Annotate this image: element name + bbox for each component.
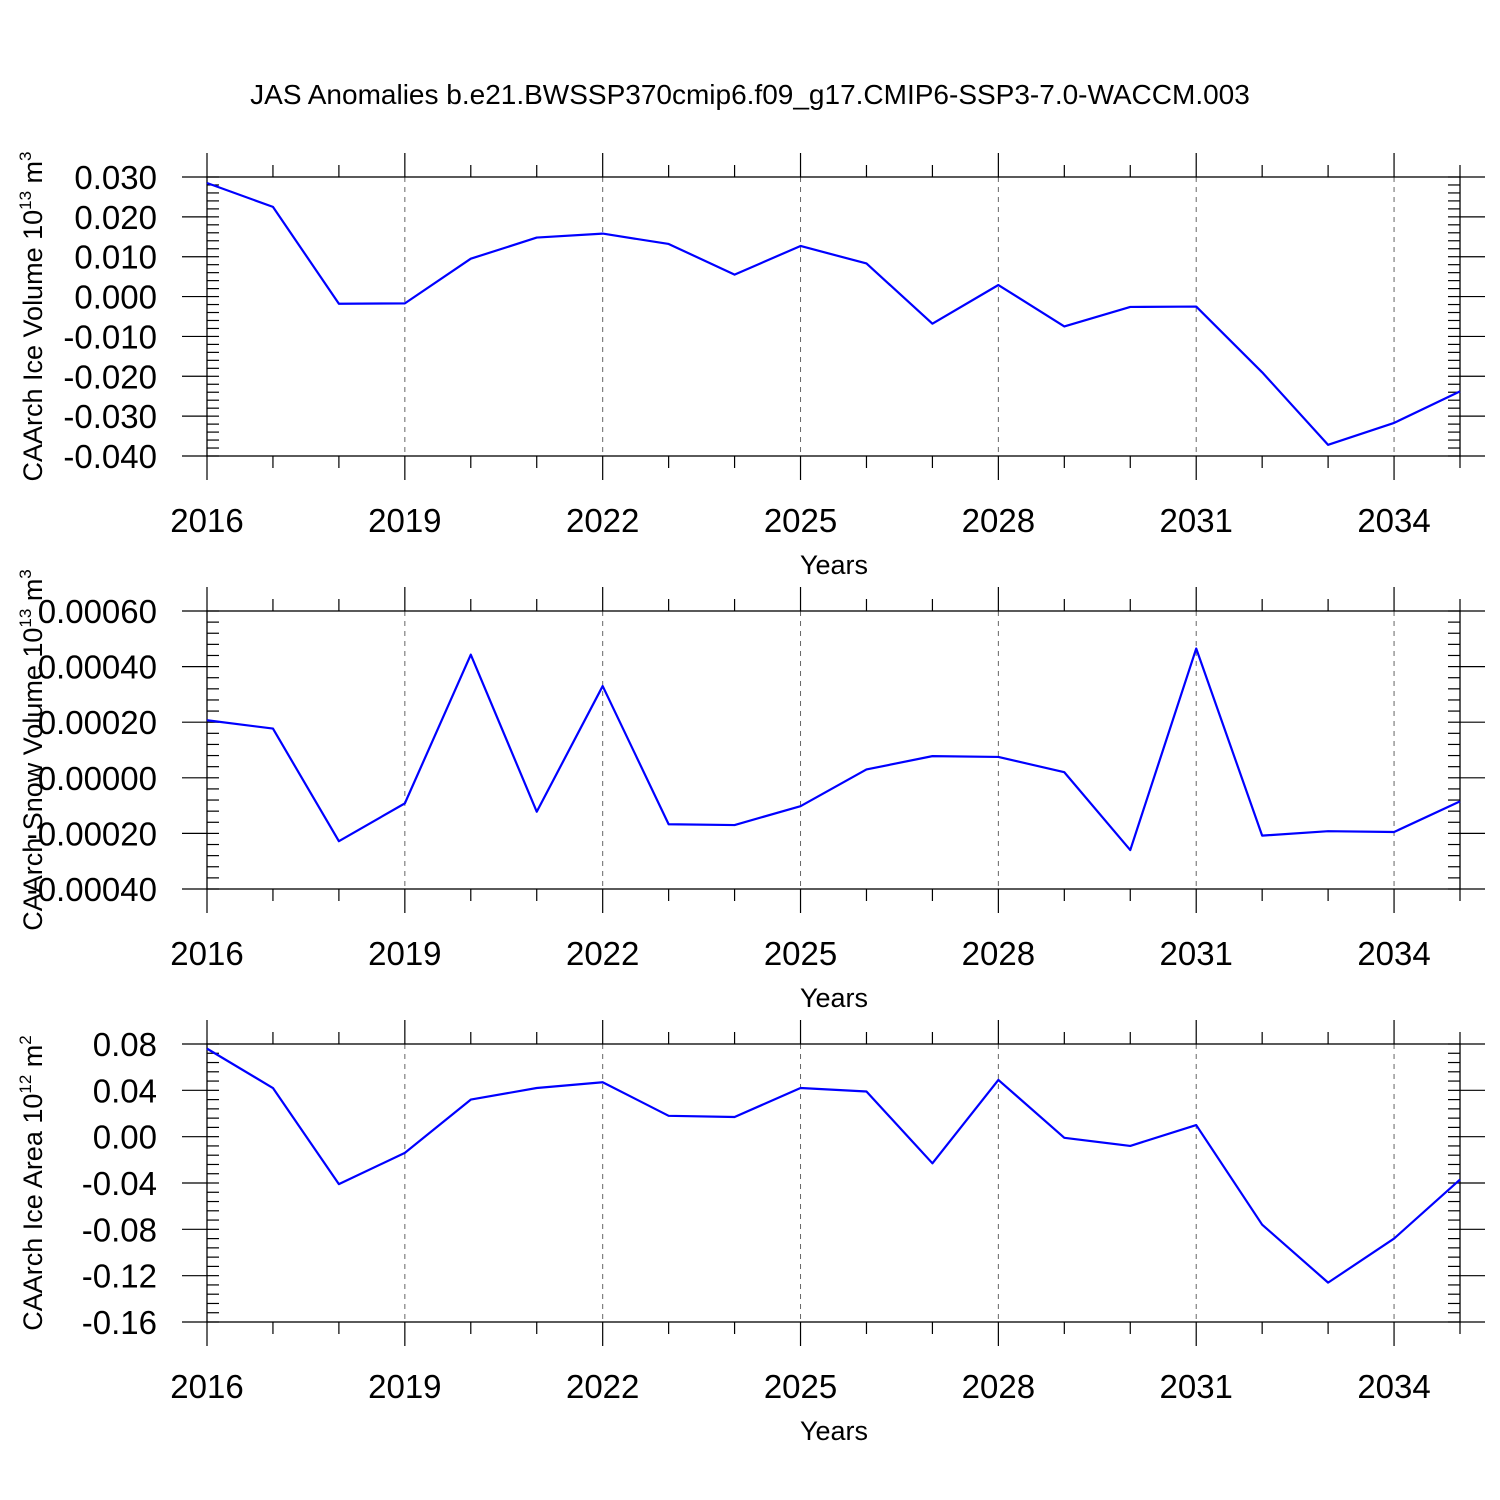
- plot-frame: [206, 610, 1461, 890]
- series-line: [206, 647, 1461, 852]
- y-axis-title: CAArch Snow Volume 1013 m3: [16, 569, 48, 931]
- x-tick-label: 2034: [1357, 935, 1430, 972]
- x-axis-title: Years: [800, 1416, 868, 1446]
- y-axis-title-unit: m: [18, 579, 48, 609]
- x-tick-label: 2016: [170, 502, 243, 539]
- y-axis-title-unit-exponent: 3: [16, 151, 35, 160]
- y-axis-title-unit: m: [18, 1045, 48, 1075]
- y-tick-label: -0.08: [82, 1211, 157, 1248]
- y-axis-title-base: CAArch Ice Area 10: [18, 1094, 48, 1331]
- x-tick-label: 2028: [962, 1368, 1035, 1405]
- y-tick-label: 0.04: [93, 1072, 157, 1109]
- y-axis-title-exponent: 12: [16, 1075, 35, 1094]
- y-tick-label: 0.020: [74, 199, 157, 236]
- y-tick-label: -0.020: [63, 358, 157, 395]
- x-tick-label: 2016: [170, 1368, 243, 1405]
- x-tick-label: 2031: [1159, 935, 1232, 972]
- y-axis-title-base: CAArch Ice Volume 10: [18, 210, 48, 482]
- y-tick-label: -0.030: [63, 398, 157, 435]
- series-line: [206, 1047, 1461, 1284]
- y-axis-title-exponent: 13: [16, 609, 35, 628]
- x-tick-label: 2016: [170, 935, 243, 972]
- y-tick-label: -0.12: [82, 1258, 157, 1295]
- x-tick-label: 2028: [962, 935, 1035, 972]
- panel-2: -0.00040 -0.00020 0.00000 0.00020 0.00040 0.0…: [16, 569, 1485, 1013]
- x-tick-label: 2022: [566, 1368, 639, 1405]
- y-tick-label: -0.010: [63, 318, 157, 355]
- x-tick-label: 2025: [764, 502, 837, 539]
- x-tick-label: 2022: [566, 935, 639, 972]
- x-tick-label: 2031: [1159, 1368, 1232, 1405]
- y-tick-label: -0.00020: [27, 815, 157, 852]
- y-tick-label: 0.000: [74, 279, 157, 316]
- y-tick-label: 0.00040: [38, 649, 157, 686]
- series-line: [206, 181, 1461, 446]
- panel-3: -0.16 -0.12 -0.08 -0.04 0.00 0.04 0.08 2016 2019…: [16, 1020, 1485, 1446]
- y-axis-title: CAArch Ice Volume 1013 m3: [16, 151, 48, 481]
- plot-frame: [206, 176, 1461, 457]
- x-tick-label: 2034: [1357, 1368, 1430, 1405]
- y-tick-label: -0.16: [82, 1304, 157, 1341]
- y-tick-label: 0.030: [74, 159, 157, 196]
- y-tick-label: -0.040: [63, 438, 157, 475]
- y-tick-label: 0.010: [74, 239, 157, 276]
- y-axis-title: CAArch Ice Area 1012 m2: [16, 1035, 48, 1331]
- y-axis-title-exponent: 13: [16, 191, 35, 210]
- x-tick-label: 2025: [764, 935, 837, 972]
- y-tick-label: 0.00000: [38, 760, 157, 797]
- x-tick-label: 2025: [764, 1368, 837, 1405]
- panel-1: -0.040-0.030-0.020-0.0100.0000.0100.0200…: [16, 151, 1485, 580]
- x-tick-label: 2034: [1357, 502, 1430, 539]
- y-axis-title-unit-exponent: 3: [16, 569, 35, 578]
- x-tick-label: 2019: [368, 1368, 441, 1405]
- y-tick-label: -0.04: [82, 1165, 157, 1202]
- y-axis-title-base: CAArch Snow Volume 10: [18, 628, 48, 931]
- panels: -0.040-0.030-0.020-0.0100.0000.0100.0200…: [16, 151, 1485, 1446]
- x-tick-label: 2031: [1159, 502, 1232, 539]
- x-tick-label: 2022: [566, 502, 639, 539]
- x-axis-title: Years: [800, 550, 868, 580]
- x-axis-title: Years: [800, 983, 868, 1013]
- y-axis-title-unit-exponent: 2: [16, 1035, 35, 1044]
- x-tick-label: 2019: [368, 935, 441, 972]
- figure-title: JAS Anomalies b.e21.BWSSP370cmip6.f09_g1…: [250, 79, 1250, 110]
- x-tick-label: 2019: [368, 502, 441, 539]
- y-tick-label: 0.00020: [38, 704, 157, 741]
- y-axis-title-unit: m: [18, 161, 48, 191]
- y-tick-label: 0.08: [93, 1026, 157, 1063]
- plot-frame: [206, 1043, 1461, 1323]
- y-tick-label: 0.00: [93, 1119, 157, 1156]
- y-tick-label: -0.00040: [27, 871, 157, 908]
- y-tick-label: 0.00060: [38, 593, 157, 630]
- x-tick-label: 2028: [962, 502, 1035, 539]
